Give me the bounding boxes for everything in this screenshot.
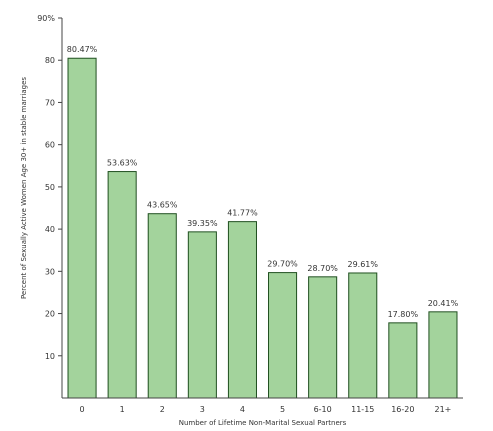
- x-tick-label: 3: [200, 405, 205, 414]
- data-label: 53.63%: [107, 159, 138, 168]
- data-label: 39.35%: [187, 219, 218, 228]
- data-label: 17.80%: [388, 310, 419, 319]
- bar-5: [268, 272, 298, 399]
- y-tick-label: 10: [45, 352, 55, 361]
- x-tick-label: 6-10: [314, 405, 332, 414]
- bar-16-20: [388, 322, 418, 399]
- y-tick-label: 70: [45, 98, 55, 107]
- y-tick-label: 80: [45, 56, 55, 65]
- x-tick-label: 5: [280, 405, 285, 414]
- bar-21+: [428, 311, 458, 399]
- bar-2: [147, 213, 177, 399]
- data-label: 80.47%: [67, 45, 98, 54]
- x-tick-label: 2: [160, 405, 165, 414]
- data-label: 43.65%: [147, 201, 178, 210]
- data-label: 29.70%: [267, 260, 298, 269]
- x-tick-label: 11-15: [351, 405, 374, 414]
- bar-4: [227, 221, 257, 399]
- x-axis-ticks: 0 1 2 3 4 5 6-10 11-15 16-20 21+: [80, 405, 452, 414]
- bar-0: [67, 57, 97, 399]
- data-labels: 80.47% 53.63% 43.65% 39.35% 41.77% 29.70% 28.7…: [67, 45, 459, 319]
- data-label: 41.77%: [227, 209, 258, 218]
- axes: [61, 18, 463, 399]
- y-tick-label: 20: [45, 310, 55, 319]
- x-tick-label: 21+: [435, 405, 452, 414]
- y-tick-label: 90%: [37, 14, 55, 23]
- x-tick-label: 1: [120, 405, 125, 414]
- bar-3: [187, 231, 217, 399]
- x-tick-label: 16-20: [391, 405, 414, 414]
- y-axis-ticks: 10 20 30 40 50 60 70 80 90%: [37, 14, 62, 361]
- x-axis-title: Number of Lifetime Non-Marital Sexual Pa…: [179, 419, 347, 427]
- x-tick-label: 4: [240, 405, 245, 414]
- data-label: 29.61%: [347, 260, 378, 269]
- y-tick-label: 40: [45, 225, 55, 234]
- y-axis-title: Percent of Sexually Active Women Age 30+…: [20, 77, 28, 299]
- y-tick-label: 50: [45, 183, 55, 192]
- bar-1: [107, 171, 137, 399]
- bars: [67, 57, 458, 399]
- y-tick-label: 60: [45, 141, 55, 150]
- bar-6-10: [308, 276, 338, 399]
- x-tick-label: 0: [80, 405, 85, 414]
- data-label: 28.70%: [307, 264, 338, 273]
- data-label: 20.41%: [428, 299, 459, 308]
- y-tick-label: 30: [45, 267, 55, 276]
- bar-11-15: [348, 272, 378, 399]
